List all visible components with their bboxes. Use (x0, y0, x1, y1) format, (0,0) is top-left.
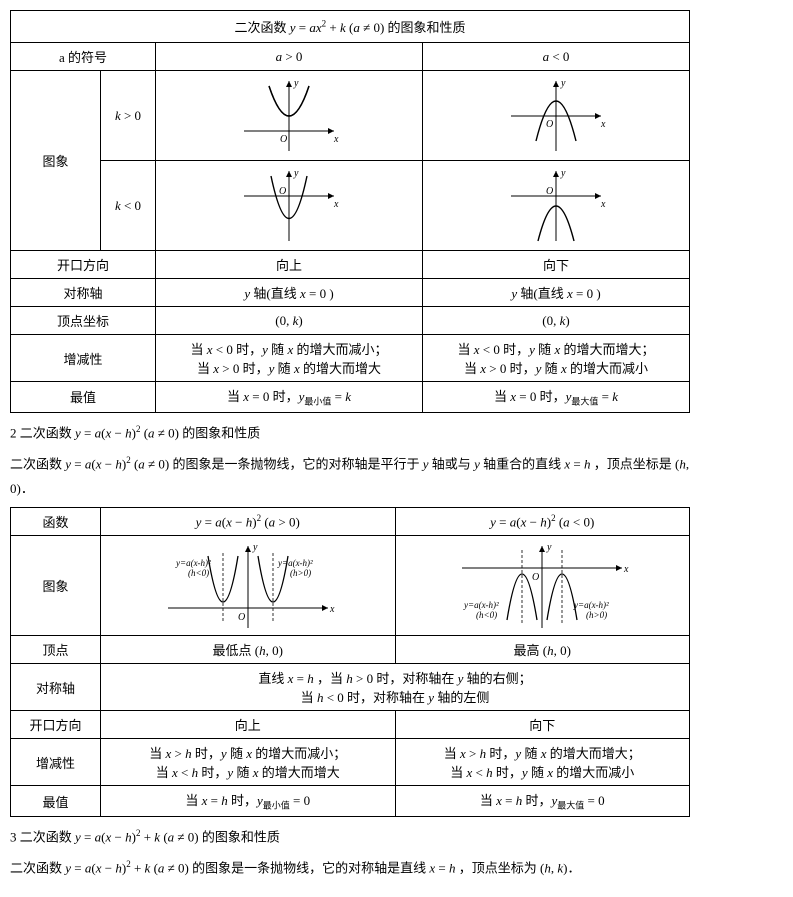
ext-neg: 当 x = 0 时，y最大值 = k (423, 382, 690, 413)
svg-text:O: O (546, 186, 553, 197)
row-func: 函数 (11, 508, 101, 536)
svg-text:y: y (560, 168, 566, 179)
row-image2: 图象 (11, 536, 101, 636)
header-a-neg: a < 0 (423, 43, 690, 71)
svg-text:(h<0): (h<0) (476, 610, 497, 620)
row-mono2: 增减性 (11, 739, 101, 786)
svg-text:y: y (560, 78, 566, 89)
graph-apos-kpos: x y O (156, 71, 423, 161)
ext-neg2: 当 x = h 时，y最大值 = 0 (395, 786, 690, 817)
svg-text:O: O (280, 134, 287, 145)
row-image-label: 图象 (11, 71, 101, 251)
row-open: 开口方向 (11, 251, 156, 279)
mono-neg: 当 x < 0 时，y 随 x 的增大而增大；当 x > 0 时，y 随 x 的… (423, 335, 690, 382)
vertex-neg2: 最高 (h, 0) (395, 636, 690, 664)
axis-neg: y 轴(直线 x = 0 ) (423, 279, 690, 307)
vertex-neg: (0, k) (423, 307, 690, 335)
k-pos-label: k > 0 (101, 71, 156, 161)
header-sign: a 的符号 (11, 43, 156, 71)
svg-text:y: y (293, 168, 299, 179)
header-a-pos: a > 0 (156, 43, 423, 71)
graph-aneg-kpos: x y O (423, 71, 690, 161)
svg-text:x: x (600, 119, 606, 130)
svg-text:y: y (546, 542, 552, 553)
section-3-body: 二次函数 y = a(x − h)2 + k (a ≠ 0) 的图象是一条抛物线… (10, 856, 690, 881)
svg-text:y: y (252, 542, 258, 553)
svg-text:O: O (238, 612, 245, 623)
vertex-pos: (0, k) (156, 307, 423, 335)
row-extreme: 最值 (11, 382, 156, 413)
ext-pos: 当 x = 0 时，y最小值 = k (156, 382, 423, 413)
mono-pos2: 当 x > h 时，y 随 x 的增大而减小；当 x < h 时，y 随 x 的… (101, 739, 396, 786)
table1-title: 二次函数 y = ax2 + k (a ≠ 0) 的图象和性质 (11, 11, 690, 43)
row-open2: 开口方向 (11, 711, 101, 739)
section-2-title: 2 二次函数 y = a(x − h)2 (a ≠ 0) 的图象和性质 (10, 421, 690, 446)
vertex-pos2: 最低点 (h, 0) (101, 636, 396, 664)
graph-apos-kneg: x y O (156, 161, 423, 251)
svg-text:x: x (333, 134, 339, 145)
svg-text:O: O (532, 572, 539, 583)
open-up: 向上 (156, 251, 423, 279)
svg-text:x: x (333, 199, 339, 210)
mono-pos: 当 x < 0 时，y 随 x 的增大而减小；当 x > 0 时，y 随 x 的… (156, 335, 423, 382)
open-down2: 向下 (395, 711, 690, 739)
svg-text:x: x (623, 564, 629, 575)
table-quadratic-h: 函数 y = a(x − h)2 (a > 0) y = a(x − h)2 (… (10, 507, 690, 817)
svg-text:(h>0): (h>0) (290, 568, 311, 578)
row-mono: 增减性 (11, 335, 156, 382)
table-quadratic-k: 二次函数 y = ax2 + k (a ≠ 0) 的图象和性质 a 的符号 a … (10, 10, 690, 413)
svg-text:x: x (600, 199, 606, 210)
svg-text:x: x (329, 604, 335, 615)
graph-aneg-kneg: x y O (423, 161, 690, 251)
open-up2: 向上 (101, 711, 396, 739)
func-pos: y = a(x − h)2 (a > 0) (101, 508, 396, 536)
svg-text:y=a(x-h)²: y=a(x-h)² (573, 600, 609, 610)
axis-pos: y 轴(直线 x = 0 ) (156, 279, 423, 307)
row-axis2: 对称轴 (11, 664, 101, 711)
open-down: 向下 (423, 251, 690, 279)
svg-text:(h>0): (h>0) (586, 610, 607, 620)
k-neg-label: k < 0 (101, 161, 156, 251)
row-vertex: 顶点坐标 (11, 307, 156, 335)
svg-text:(h<0): (h<0) (188, 568, 209, 578)
section-2-body: 二次函数 y = a(x − h)2 (a ≠ 0) 的图象是一条抛物线，它的对… (10, 452, 690, 502)
row-extreme2: 最值 (11, 786, 101, 817)
row-vertex2: 顶点 (11, 636, 101, 664)
svg-text:y=a(x-h)²: y=a(x-h)² (463, 600, 499, 610)
row-axis: 对称轴 (11, 279, 156, 307)
section-3-title: 3 二次函数 y = a(x − h)2 + k (a ≠ 0) 的图象和性质 (10, 825, 690, 850)
svg-text:O: O (546, 119, 553, 130)
func-neg: y = a(x − h)2 (a < 0) (395, 508, 690, 536)
svg-text:y=a(x-h)²: y=a(x-h)² (175, 558, 211, 568)
ext-pos2: 当 x = h 时，y最小值 = 0 (101, 786, 396, 817)
mono-neg2: 当 x > h 时，y 随 x 的增大而增大；当 x < h 时，y 随 x 的… (395, 739, 690, 786)
svg-text:O: O (279, 186, 286, 197)
svg-text:y=a(x-h)²: y=a(x-h)² (277, 558, 313, 568)
graph-h-pos: x y O y=a(x-h)² (h<0) y=a(x-h)² (h>0) (101, 536, 396, 636)
svg-text:y: y (293, 78, 299, 89)
axis-text2: 直线 x = h ，当 h > 0 时，对称轴在 y 轴的右侧；当 h < 0 … (101, 664, 690, 711)
graph-h-neg: x y O y=a(x-h)² (h<0) y=a(x-h)² (h>0) (395, 536, 690, 636)
